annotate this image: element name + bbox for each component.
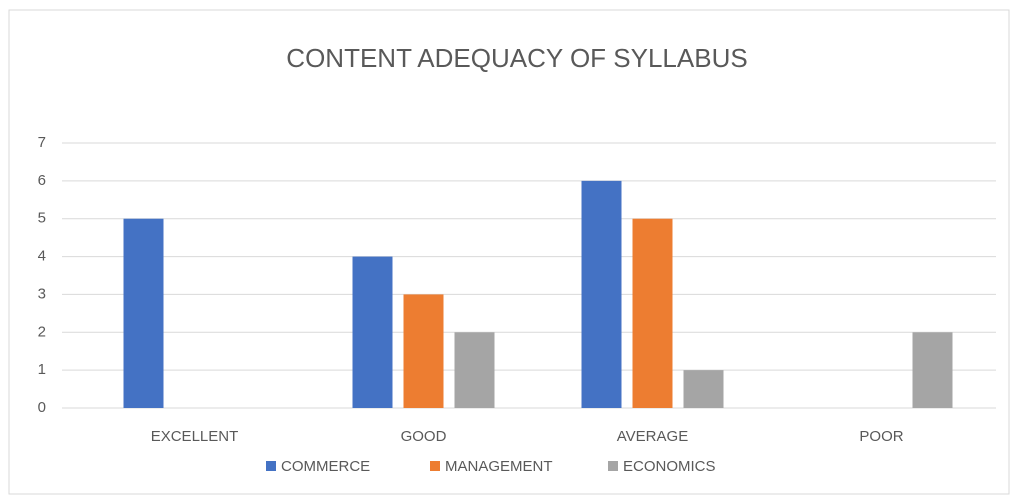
- y-tick-label: 7: [38, 134, 46, 151]
- y-tick-label: 5: [38, 210, 46, 227]
- x-tick-label: GOOD: [401, 428, 447, 445]
- y-tick-label: 4: [38, 248, 46, 265]
- chart-title: CONTENT ADEQUACY OF SYLLABUS: [286, 43, 747, 73]
- y-tick-label: 3: [38, 285, 46, 302]
- legend-label: ECONOMICS: [623, 458, 716, 475]
- y-tick-label: 6: [38, 172, 46, 189]
- legend-swatch: [608, 461, 618, 471]
- x-tick-label: POOR: [859, 428, 903, 445]
- chart-border: [8, 9, 1010, 495]
- bar: [683, 370, 724, 408]
- bar: [352, 256, 393, 408]
- bar: [581, 180, 622, 408]
- legend-swatch: [266, 461, 276, 471]
- bar: [632, 218, 673, 408]
- legend-label: MANAGEMENT: [445, 458, 553, 475]
- bar: [454, 332, 495, 408]
- bar: [912, 332, 953, 408]
- bar: [123, 218, 164, 408]
- y-tick-label: 2: [38, 323, 46, 340]
- x-tick-label: AVERAGE: [617, 428, 688, 445]
- bar: [403, 294, 444, 408]
- legend-label: COMMERCE: [281, 458, 370, 475]
- y-tick-label: 0: [38, 399, 46, 416]
- x-tick-label: EXCELLENT: [151, 428, 239, 445]
- y-tick-label: 1: [38, 361, 46, 378]
- legend-swatch: [430, 461, 440, 471]
